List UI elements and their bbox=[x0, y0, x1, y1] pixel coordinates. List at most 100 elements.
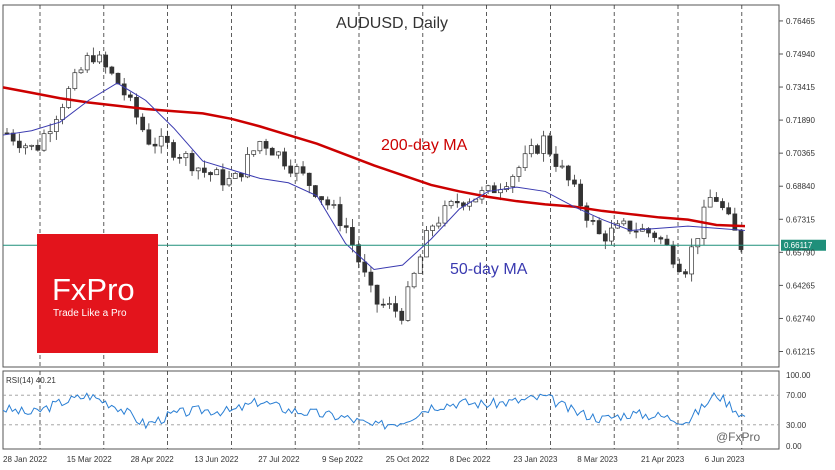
candle-down bbox=[115, 72, 121, 85]
candle-up bbox=[232, 173, 238, 179]
candle-up bbox=[251, 150, 257, 155]
candle-down bbox=[177, 157, 183, 159]
rsi-line bbox=[2, 391, 746, 431]
candle-up bbox=[97, 54, 102, 63]
candle-down bbox=[239, 173, 244, 178]
candle-down bbox=[658, 237, 664, 240]
candle-down bbox=[535, 145, 540, 154]
x-tick-label: 23 Jan 2023 bbox=[513, 455, 558, 464]
candle-down bbox=[590, 220, 596, 222]
candle-down bbox=[171, 142, 176, 158]
x-tick-label: 13 Jun 2022 bbox=[194, 455, 239, 464]
candle-down bbox=[189, 153, 195, 172]
candle-up bbox=[60, 107, 65, 120]
ma200-line bbox=[2, 86, 746, 228]
candle-down bbox=[288, 165, 294, 174]
chart-title: AUDUSD, Daily bbox=[336, 15, 448, 32]
logo-background bbox=[37, 234, 158, 353]
candle-up bbox=[47, 131, 53, 135]
candle-down bbox=[491, 185, 497, 194]
x-axis-ticks: 28 Jan 2022 15 Mar 2022 28 Apr 2022 13 Jun … bbox=[3, 455, 745, 464]
fxpro-logo: FxPro Trade Like a Pro bbox=[37, 234, 158, 353]
candle-up bbox=[621, 220, 627, 225]
ma50-line bbox=[2, 82, 746, 270]
candle-down bbox=[627, 220, 633, 232]
y-axis-ticks: 0.76465 0.74940 0.73415 0.71890 0.70365 0.688… bbox=[779, 17, 815, 357]
candle-up bbox=[41, 133, 47, 151]
rsi-y-tick-label: 70.00 bbox=[786, 391, 807, 400]
candle-up bbox=[276, 151, 281, 156]
rsi-y-ticks: 100.00 70.00 30.00 0.00 bbox=[786, 371, 811, 451]
logo-tagline: Trade Like a Pro bbox=[53, 308, 127, 319]
x-tick-label: 8 Dec 2022 bbox=[450, 455, 491, 464]
candle-down bbox=[380, 303, 386, 306]
candle-down bbox=[596, 220, 602, 235]
candle-up bbox=[387, 303, 392, 305]
candle-down bbox=[374, 284, 380, 305]
x-tick-label: 15 Mar 2022 bbox=[67, 455, 112, 464]
candle-down bbox=[343, 225, 349, 228]
ma200-label: 200-day MA bbox=[381, 137, 468, 154]
candle-up bbox=[417, 256, 423, 274]
candlesticks bbox=[4, 47, 744, 325]
candle-down bbox=[220, 169, 226, 186]
candle-up bbox=[510, 176, 516, 187]
candle-up bbox=[78, 69, 84, 74]
ma50-label: 50-day MA bbox=[450, 261, 528, 278]
candle-up bbox=[23, 145, 28, 149]
candle-down bbox=[306, 172, 312, 186]
candle-down bbox=[547, 135, 553, 155]
candle-down bbox=[368, 271, 374, 286]
x-tick-label: 6 Jun 2023 bbox=[705, 455, 745, 464]
candle-up bbox=[245, 154, 250, 178]
y-tick-label: 0.68840 bbox=[786, 182, 815, 191]
candle-down bbox=[325, 199, 331, 206]
candle-down bbox=[553, 153, 559, 167]
candle-down bbox=[726, 207, 732, 215]
y-tick-label: 0.61215 bbox=[786, 348, 815, 357]
candle-down bbox=[128, 94, 133, 98]
candle-down bbox=[91, 55, 96, 63]
x-tick-label: 27 Jul 2022 bbox=[258, 455, 300, 464]
y-tick-label: 0.74940 bbox=[786, 50, 815, 59]
candle-up bbox=[72, 72, 78, 89]
moving-average-lines bbox=[2, 82, 746, 270]
x-tick-label: 9 Sep 2022 bbox=[322, 455, 363, 464]
candle-down bbox=[732, 213, 738, 231]
candle-up bbox=[707, 197, 713, 208]
candle-up bbox=[522, 153, 528, 169]
candle-up bbox=[442, 205, 448, 224]
candle-down bbox=[269, 147, 275, 156]
candle-up bbox=[485, 185, 491, 191]
candle-up bbox=[559, 165, 565, 168]
candle-down bbox=[300, 166, 306, 174]
candle-down bbox=[399, 310, 405, 321]
candle-up bbox=[158, 135, 164, 147]
x-tick-label: 8 Mar 2023 bbox=[577, 455, 618, 464]
candle-up bbox=[214, 169, 220, 176]
y-tick-label: 0.73415 bbox=[786, 83, 815, 92]
candle-down bbox=[683, 271, 688, 275]
candle-down bbox=[393, 303, 398, 312]
candle-down bbox=[313, 185, 318, 197]
rsi-title: RSI(14) 40.21 bbox=[6, 376, 56, 385]
y-tick-label: 0.62740 bbox=[786, 314, 815, 323]
candle-up bbox=[689, 246, 695, 275]
candle-down bbox=[10, 132, 16, 142]
candle-up bbox=[516, 167, 522, 177]
y-tick-label: 0.64265 bbox=[786, 281, 815, 290]
candle-down bbox=[208, 172, 213, 176]
x-tick-label: 28 Apr 2022 bbox=[131, 455, 175, 464]
candle-down bbox=[103, 54, 109, 68]
candle-up bbox=[609, 227, 614, 242]
candle-up bbox=[541, 135, 546, 154]
watermark: @FxPro bbox=[716, 430, 761, 444]
candle-down bbox=[146, 129, 152, 145]
candle-down bbox=[602, 233, 608, 242]
candle-down bbox=[16, 140, 22, 149]
current-price-tag bbox=[781, 239, 826, 251]
rsi-y-tick-label: 100.00 bbox=[786, 371, 811, 380]
candle-down bbox=[578, 183, 583, 207]
rsi-y-tick-label: 0.00 bbox=[786, 442, 802, 451]
